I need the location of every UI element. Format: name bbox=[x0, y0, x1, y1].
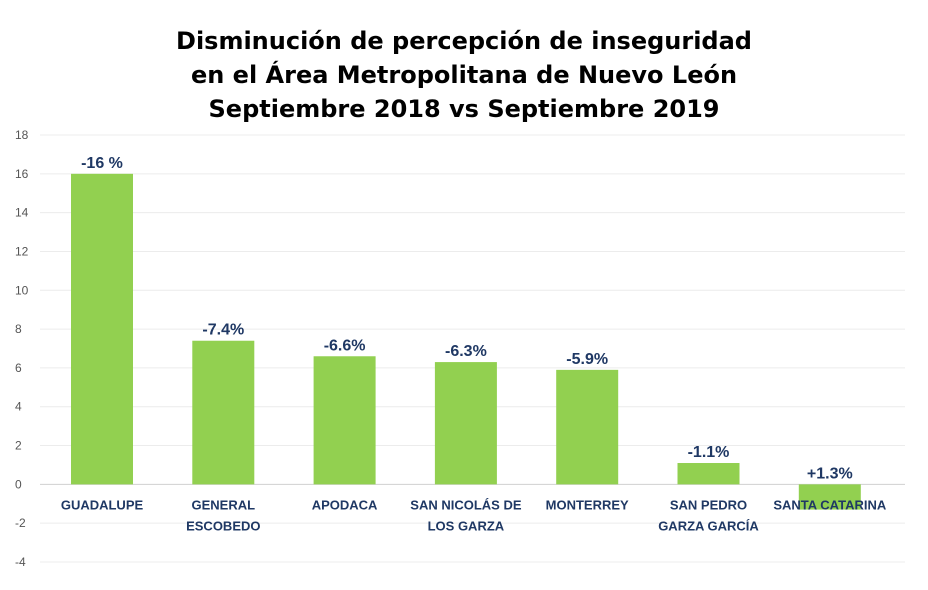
category-label-line: SAN PEDRO bbox=[670, 497, 747, 512]
category-label-line: APODACA bbox=[312, 497, 378, 512]
y-tick-label: 4 bbox=[15, 400, 22, 414]
y-tick-label: 6 bbox=[15, 361, 22, 375]
data-label: -5.9% bbox=[566, 351, 608, 368]
category-label-line: LOS GARZA bbox=[428, 518, 505, 533]
category-labels: GUADALUPE GENERAL ESCOBEDO APODACA SAN NICOL… bbox=[61, 497, 887, 533]
title-line-1: Disminución de percepción de inseguridad bbox=[176, 27, 752, 55]
title-line-3: Septiembre 2018 vs Septiembre 2019 bbox=[208, 95, 720, 123]
data-labels: -16 % -7.4% -6.6% -6.3% -5.9% -1.1% +1.3% bbox=[81, 155, 853, 483]
bar bbox=[677, 463, 740, 485]
bars bbox=[71, 173, 861, 510]
y-tick-label: 14 bbox=[15, 206, 29, 220]
category-label: GUADALUPE bbox=[61, 497, 144, 512]
bar bbox=[434, 362, 497, 485]
category-label: GENERAL ESCOBEDO bbox=[186, 497, 260, 533]
y-tick-label: -2 bbox=[15, 516, 26, 530]
category-label-line: SAN NICOLÁS DE bbox=[410, 497, 522, 512]
category-label-line: ESCOBEDO bbox=[186, 518, 260, 533]
category-label: MONTERREY bbox=[546, 497, 629, 512]
bar bbox=[313, 356, 376, 485]
category-label: APODACA bbox=[312, 497, 378, 512]
data-label: -7.4% bbox=[202, 322, 244, 339]
category-label: SANTA CATARINA bbox=[773, 497, 887, 512]
y-tick-label: -4 bbox=[15, 555, 26, 569]
data-label: +1.3% bbox=[807, 465, 853, 482]
category-label-line: MONTERREY bbox=[546, 497, 629, 512]
bar bbox=[192, 340, 255, 485]
y-tick-label: 12 bbox=[15, 244, 29, 258]
category-label-line: GUADALUPE bbox=[61, 497, 144, 512]
bar bbox=[798, 484, 861, 510]
category-label-line: SANTA CATARINA bbox=[773, 497, 887, 512]
y-tick-label: 8 bbox=[15, 322, 22, 336]
y-tick-label: 0 bbox=[15, 477, 22, 491]
category-label-line: GENERAL bbox=[192, 497, 256, 512]
bar bbox=[556, 369, 619, 485]
bar bbox=[71, 173, 133, 485]
y-axis: 18 16 14 12 10 8 6 4 2 0 -2 -4 bbox=[15, 128, 29, 569]
title-line-2: en el Área Metropolitana de Nuevo León bbox=[190, 61, 738, 89]
y-tick-label: 10 bbox=[15, 283, 29, 297]
y-tick-label: 2 bbox=[15, 439, 22, 453]
y-tick-label: 16 bbox=[15, 167, 29, 181]
category-label-line: GARZA GARCÍA bbox=[658, 518, 759, 533]
category-label: SAN NICOLÁS DE LOS GARZA bbox=[410, 497, 522, 533]
category-label: SAN PEDRO GARZA GARCÍA bbox=[658, 497, 759, 533]
chart-title: Disminución de percepción de inseguridad… bbox=[0, 24, 928, 126]
data-label: -6.6% bbox=[324, 337, 366, 354]
data-label: -16 % bbox=[81, 155, 123, 172]
y-tick-label: 18 bbox=[15, 128, 29, 142]
data-label: -6.3% bbox=[445, 343, 487, 360]
data-label: -1.1% bbox=[688, 444, 730, 461]
